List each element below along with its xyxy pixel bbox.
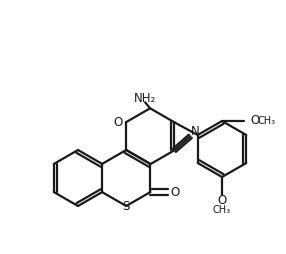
Text: O: O: [171, 185, 180, 198]
Text: S: S: [122, 199, 130, 213]
Text: O: O: [114, 116, 123, 129]
Text: O: O: [217, 195, 227, 208]
Text: N: N: [191, 125, 200, 138]
Text: O: O: [250, 115, 259, 128]
Text: NH₂: NH₂: [134, 92, 156, 105]
Text: CH₃: CH₃: [258, 116, 276, 126]
Text: CH₃: CH₃: [213, 205, 231, 215]
